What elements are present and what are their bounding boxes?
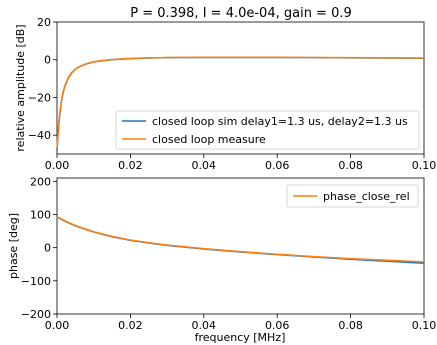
amplitude-x-tick-label: 0.04 xyxy=(192,159,217,172)
phase-x-tick-label: 0.04 xyxy=(192,319,217,332)
legend-label-sim: closed loop sim delay1=1.3 us, delay2=1.… xyxy=(152,115,408,128)
amplitude-series-line-1 xyxy=(56,56,425,149)
phase-y-ticks: 200 100 0 −100 −200 xyxy=(21,175,57,321)
amplitude-plot: 0.00 0.02 0.04 0.06 0.08 0.10 20 0 −20 −40 relat… xyxy=(14,16,436,172)
amplitude-y-tick-label: −20 xyxy=(28,91,51,104)
phase-y-tick-label: −200 xyxy=(21,308,51,321)
chart-title: P = 0.398, I = 4.0e-04, gain = 0.9 xyxy=(130,6,352,21)
phase-legend: phase_close_rel xyxy=(286,184,419,208)
amplitude-series-group xyxy=(56,56,425,151)
amplitude-y-axis-label: relative amplitude [dB] xyxy=(14,24,27,151)
amplitude-x-tick-label: 0.08 xyxy=(338,159,363,172)
amplitude-x-tick-label: 0.00 xyxy=(45,159,70,172)
legend-label-phase: phase_close_rel xyxy=(323,190,410,203)
amplitude-x-tick-label: 0.06 xyxy=(265,159,290,172)
amplitude-y-tick-label: 0 xyxy=(44,54,51,67)
phase-y-tick-label: 200 xyxy=(30,175,51,188)
phase-y-tick-label: 0 xyxy=(44,242,51,255)
phase-y-tick-label: −100 xyxy=(21,275,51,288)
x-axis-label: frequency [MHz] xyxy=(195,331,286,344)
phase-x-ticks: 0.00 0.02 0.04 0.06 0.08 0.10 xyxy=(45,314,437,332)
phase-y-tick-label: 100 xyxy=(30,208,51,221)
phase-x-tick-label: 0.02 xyxy=(118,319,143,332)
amplitude-y-ticks: 20 0 −20 −40 xyxy=(28,16,57,142)
amplitude-y-tick-label: −40 xyxy=(28,129,51,142)
phase-x-tick-label: 0.10 xyxy=(412,319,437,332)
phase-series-group xyxy=(56,216,425,264)
phase-series-line-1 xyxy=(56,216,425,263)
phase-x-tick-label: 0.00 xyxy=(45,319,70,332)
amplitude-x-tick-label: 0.10 xyxy=(412,159,437,172)
phase-x-tick-label: 0.08 xyxy=(338,319,363,332)
amplitude-x-tick-label: 0.02 xyxy=(118,159,143,172)
amplitude-legend: closed loop sim delay1=1.3 us, delay2=1.… xyxy=(115,110,420,150)
legend-label-measure: closed loop measure xyxy=(152,133,266,146)
phase-y-axis-label: phase [deg] xyxy=(7,213,20,279)
phase-x-tick-label: 0.06 xyxy=(265,319,290,332)
amplitude-x-ticks: 0.00 0.02 0.04 0.06 0.08 0.10 xyxy=(45,154,437,172)
amplitude-legend-box xyxy=(115,110,420,150)
phase-plot: 0.00 0.02 0.04 0.06 0.08 0.10 200 100 0 −100 −200… xyxy=(7,175,436,344)
amplitude-y-tick-label: 20 xyxy=(37,16,51,29)
phase-legend-box xyxy=(286,184,419,208)
